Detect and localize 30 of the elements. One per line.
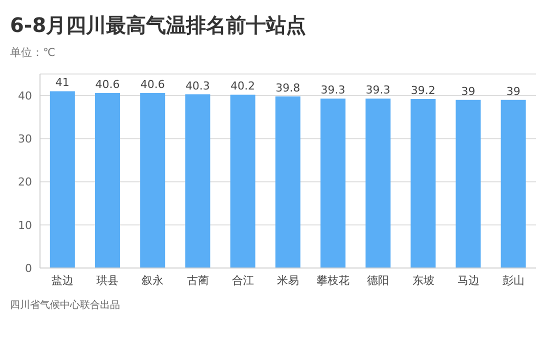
data-label: 39.3: [320, 84, 346, 97]
x-tick-label: 马边: [457, 274, 480, 287]
data-label: 40.6: [95, 78, 120, 91]
x-tick-label: 古蔺: [186, 274, 209, 287]
x-tick-label: 德阳: [367, 274, 390, 287]
y-tick-label: 30: [18, 132, 32, 146]
y-tick-label: 40: [18, 89, 32, 102]
data-label: 39.8: [276, 81, 300, 94]
data-label: 40.3: [185, 79, 210, 92]
y-tick-label: 20: [18, 176, 32, 189]
x-tick-label: 彭山: [502, 274, 524, 287]
x-tick-label: 合江: [232, 274, 254, 287]
chart-subtitle: 单位：℃: [9, 45, 56, 60]
data-label: 39.3: [366, 84, 390, 97]
data-label: 39: [506, 84, 520, 98]
text: 四川省气候中心联合出品: [9, 298, 121, 312]
data-label: 40.2: [230, 80, 256, 93]
x-tick-label: 攀枝花: [316, 274, 350, 287]
x-tick-label: 东坡: [412, 274, 434, 287]
data-label: 39: [461, 84, 476, 98]
chart-title: 6-8月四川最高气温排名前十站点: [9, 12, 308, 39]
y-tick-label: 0: [25, 262, 32, 275]
x-tick-label: 珙县: [96, 274, 119, 287]
data-label: 40.6: [140, 78, 165, 91]
data-label: 41: [55, 76, 70, 90]
data-label: 39.2: [410, 84, 436, 98]
x-tick-label: 盐边: [52, 274, 74, 287]
y-tick-label: 10: [18, 218, 32, 232]
x-tick-label: 米易: [277, 274, 299, 287]
x-tick-label: 叙永: [142, 274, 164, 287]
